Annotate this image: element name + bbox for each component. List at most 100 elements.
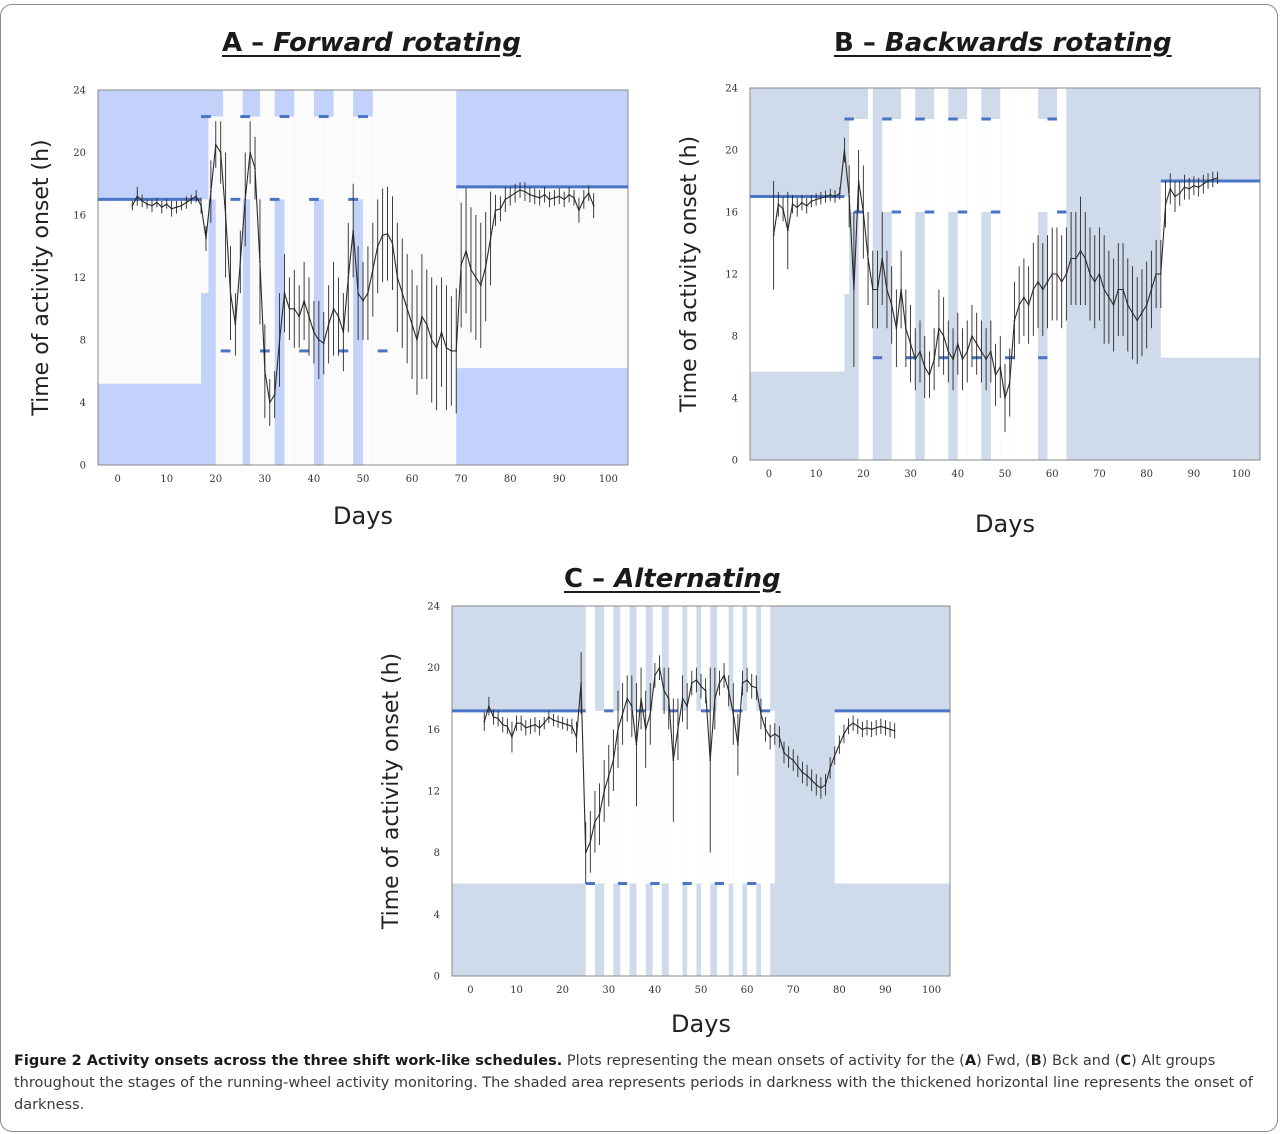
data-point: [727, 689, 730, 692]
data-point: [293, 307, 296, 310]
light-period: [981, 119, 991, 212]
data-point: [824, 784, 827, 786]
data-point: [750, 685, 753, 687]
light-period: [645, 710, 653, 884]
data-point: [511, 736, 513, 738]
light-period: [456, 186, 628, 369]
data-point: [975, 342, 978, 345]
data-point: [190, 198, 193, 201]
data-point: [411, 323, 413, 326]
panel-c-chart: 0 10 20 30 40 50 60 70 80 90 100 0 4 8 12 16 20 24 Time of…: [379, 602, 951, 1038]
data-point: [573, 197, 575, 199]
caption-text-3: ) Bck and (: [1041, 1053, 1121, 1069]
light-period: [636, 606, 646, 976]
data-point: [156, 201, 158, 204]
x-tick-label: 60: [406, 474, 419, 485]
data-point: [1193, 184, 1195, 187]
data-point: [672, 759, 675, 761]
data-point: [1216, 177, 1219, 179]
x-tick-label: 20: [556, 985, 569, 996]
data-point: [1056, 273, 1058, 275]
data-point: [947, 350, 950, 353]
light-period: [934, 88, 949, 460]
light-period: [756, 710, 761, 884]
data-point: [905, 327, 907, 330]
data-point: [553, 197, 556, 199]
data-point: [259, 261, 261, 263]
data-point: [829, 194, 832, 196]
data-point: [886, 288, 888, 291]
caption-text-4: ) Alt groups throughout the stages of th…: [14, 1053, 1253, 1113]
x-axis-label: Days: [975, 510, 1035, 538]
data-point: [440, 331, 443, 333]
data-point: [146, 203, 148, 205]
data-point: [909, 342, 912, 345]
light-period: [1000, 88, 1015, 460]
data-point: [538, 726, 541, 729]
light-period: [1014, 88, 1039, 460]
data-point: [470, 268, 472, 271]
data-point: [1075, 257, 1077, 260]
data-point: [791, 203, 794, 206]
data-point: [893, 730, 896, 732]
data-point: [396, 276, 399, 279]
data-point: [833, 754, 836, 757]
data-point: [268, 401, 271, 404]
data-point: [862, 211, 865, 213]
data-point: [690, 682, 693, 684]
y-tick-label: 16: [725, 208, 738, 219]
data-point: [524, 190, 526, 193]
data-point: [1089, 273, 1091, 275]
y-tick-label: 12: [725, 270, 738, 281]
data-point: [1178, 192, 1181, 195]
light-period: [208, 116, 216, 200]
data-point: [617, 728, 619, 731]
light-period: [750, 196, 845, 372]
data-point: [210, 190, 212, 193]
x-tick-label: 50: [357, 474, 370, 485]
figure-frame: [0, 4, 1278, 1132]
data-point: [1188, 187, 1190, 190]
mean-onset-line: [483, 666, 895, 853]
data-point: [1150, 288, 1153, 291]
data-point: [205, 237, 207, 240]
data-point: [695, 679, 698, 681]
data-point: [1004, 397, 1006, 399]
data-point: [229, 292, 232, 294]
data-point: [1084, 257, 1087, 260]
data-point: [450, 350, 453, 352]
data-point: [861, 728, 864, 731]
data-point: [598, 813, 601, 815]
data-point: [603, 790, 605, 792]
data-point: [1141, 311, 1143, 314]
data-point: [362, 300, 364, 302]
data-point: [548, 716, 550, 718]
caption-letter-c: C: [1120, 1053, 1132, 1069]
data-point: [488, 705, 490, 708]
x-tick-label: 0: [766, 469, 772, 480]
data-point: [1046, 280, 1049, 283]
panel-a-chart: 0 10 20 30 40 50 60 70 80 90 100 0 4 8 12 16 20 24 Time of…: [29, 86, 629, 530]
data-point: [875, 726, 878, 729]
data-point: [520, 722, 522, 724]
data-point: [919, 350, 921, 353]
data-point: [136, 195, 139, 198]
data-point: [563, 198, 566, 201]
data-point: [755, 686, 758, 689]
y-tick-label: 20: [73, 148, 86, 159]
caption-letter-a: A: [964, 1053, 977, 1069]
light-period: [701, 606, 711, 976]
data-point: [200, 204, 202, 207]
data-point: [806, 774, 808, 777]
data-point: [990, 350, 992, 353]
data-point: [820, 197, 822, 199]
data-point: [760, 713, 762, 715]
data-point: [580, 682, 582, 684]
data-point: [952, 358, 954, 361]
data-point: [1160, 273, 1162, 275]
data-point: [455, 350, 458, 352]
data-point: [923, 366, 926, 368]
data-point: [372, 268, 374, 271]
data-point: [810, 200, 813, 202]
x-tick-label: 0: [114, 474, 120, 485]
